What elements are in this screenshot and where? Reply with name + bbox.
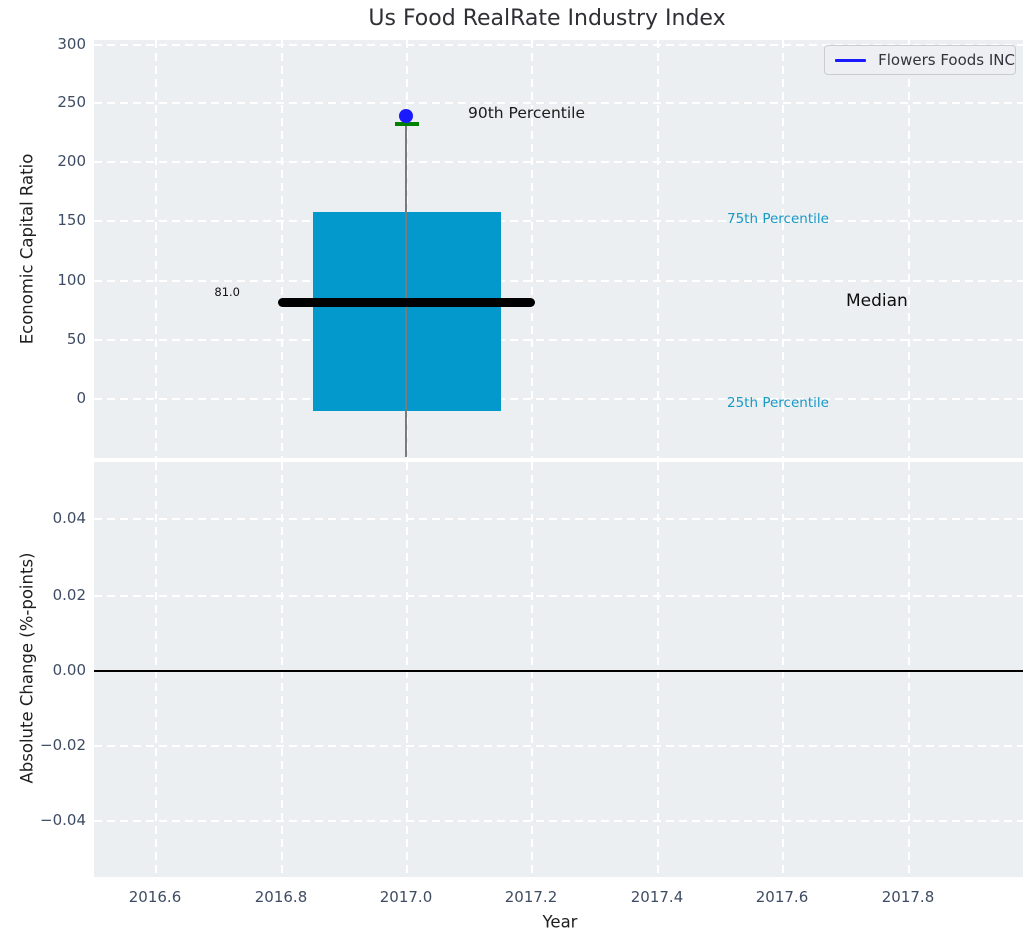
p90-whisker-cap [395,122,419,126]
gridline-v-2016.8 [281,462,283,877]
gridline-v-2017.0 [406,462,408,877]
zero-reference-line [94,670,1023,672]
ytick-top-50: 50 [66,330,86,348]
ytick-top-0: 0 [76,389,86,407]
xtick-2017.8: 2017.8 [881,888,935,906]
bottom-plot-area [94,462,1023,877]
legend-box: Flowers Foods INC [824,45,1016,75]
xtick-2016.6: 2016.6 [128,888,182,906]
xtick-2017.4: 2017.4 [630,888,684,906]
gridline-v-2017.6 [782,462,784,877]
gridline-v-2017.8 [908,40,910,458]
legend-label: Flowers Foods INC [878,51,1015,69]
chart-title: Us Food RealRate Industry Index [368,6,726,31]
xtick-2017.0: 2017.0 [379,888,433,906]
gridline-h-300 [94,44,1023,46]
ytick-bot-0.02: 0.02 [52,586,86,604]
gridline-h-0.04 [94,518,1023,520]
bottom-y-axis-label: Absolute Change (%-points) [17,552,37,784]
ytick-bot-0.04: 0.04 [52,509,86,527]
gridline-v-2017.6 [782,40,784,458]
gridline-h-250 [94,102,1023,104]
top-plot-area: 90th Percentile 75th Percentile Median 2… [94,40,1023,458]
legend-line-sample [835,58,867,62]
gridline-v-2016.6 [155,40,157,458]
gridline-h-150 [94,220,1023,222]
gridline-v-2016.8 [281,40,283,458]
gridline-v-2017.2 [531,40,533,458]
whisker-line [405,123,407,457]
gridline-v-2017.4 [657,40,659,458]
x-axis-label: Year [542,912,578,932]
ytick-bot-0.00: 0.00 [52,661,86,679]
p75-annotation: 75th Percentile [727,211,829,227]
gridline-h-200 [94,161,1023,163]
ytick-top-200: 200 [57,152,86,170]
ytick-bot--0.02: −0.02 [40,736,86,754]
ytick-top-300: 300 [57,35,86,53]
median-line [278,298,535,307]
median-value-label: 81.0 [214,285,240,299]
gridline-h--0.04 [94,820,1023,822]
gridline-h-100 [94,280,1023,282]
ytick-bot--0.04: −0.04 [40,811,86,829]
ytick-top-100: 100 [57,271,86,289]
gridline-v-2016.6 [155,462,157,877]
gridline-v-2017.8 [908,462,910,877]
p25-annotation: 25th Percentile [727,395,829,411]
iqr-box [313,212,501,411]
company-data-point [399,109,413,123]
gridline-h-0.02 [94,595,1023,597]
median-annotation: Median [846,291,908,311]
ytick-top-250: 250 [57,93,86,111]
gridline-h-0 [94,398,1023,400]
gridline-h-50 [94,339,1023,341]
ytick-top-150: 150 [57,211,86,229]
xtick-2017.2: 2017.2 [504,888,558,906]
gridline-v-2017.2 [531,462,533,877]
p90-annotation: 90th Percentile [468,104,586,122]
xtick-2016.8: 2016.8 [254,888,308,906]
top-y-axis-label: Economic Capital Ratio [17,153,37,345]
gridline-v-2017.4 [657,462,659,877]
xtick-2017.6: 2017.6 [755,888,809,906]
gridline-h--0.02 [94,745,1023,747]
